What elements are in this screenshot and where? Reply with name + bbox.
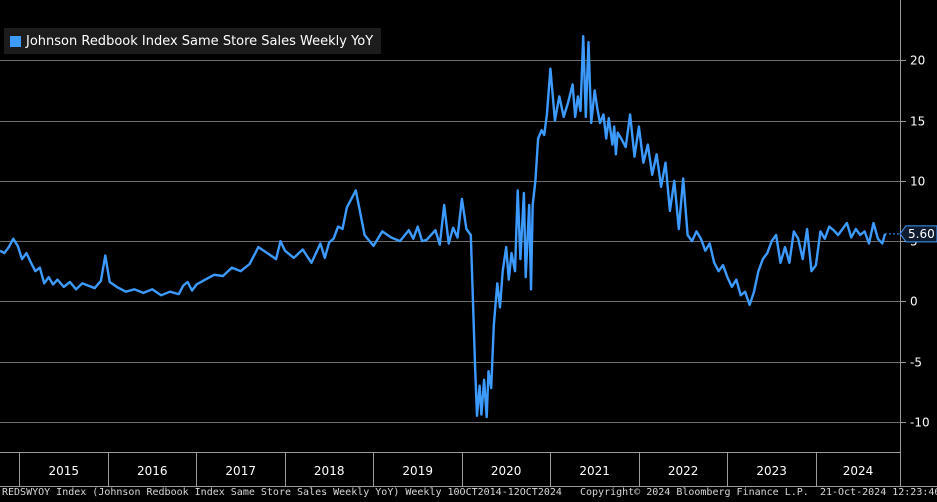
footer-timestamp: 21-Oct-2024 12:23:46 xyxy=(820,487,937,498)
footer-copyright: Copyright© 2024 Bloomberg Finance L.P. xyxy=(580,487,809,498)
x-tick-label: 2021 xyxy=(579,464,610,478)
x-tick-label: 2016 xyxy=(137,464,168,478)
y-tick-label: -5 xyxy=(910,356,922,370)
y-tick-label: 15 xyxy=(910,115,925,129)
last-value-marker: 5.60 xyxy=(884,225,937,243)
y-tick-label: 10 xyxy=(910,175,925,189)
x-tick-label: 2018 xyxy=(314,464,345,478)
x-tick-label: 2024 xyxy=(843,464,874,478)
gridlines xyxy=(0,60,900,423)
x-tick-label: 2023 xyxy=(756,464,787,478)
x-tick-label: 2019 xyxy=(402,464,433,478)
x-tick-label: 2017 xyxy=(225,464,256,478)
x-tick-label: 2022 xyxy=(668,464,699,478)
legend-swatch xyxy=(10,35,21,47)
last-value-tag xyxy=(899,225,937,243)
y-tick-label: 20 xyxy=(910,54,925,68)
series-line xyxy=(0,35,887,419)
footer-ticker-description: REDSWYOY Index (Johnson Redbook Index Sa… xyxy=(2,487,562,498)
x-axis: 2015 2016 2017 2018 2019 2020 2021 2022 2023 2024 xyxy=(0,452,937,487)
y-tick-label: 0 xyxy=(910,295,918,309)
legend: Johnson Redbook Index Same Store Sales W… xyxy=(4,28,382,54)
x-tick-label: 2015 xyxy=(48,464,79,478)
y-tick-label: -10 xyxy=(910,416,930,430)
x-tick-label: 2020 xyxy=(491,464,522,478)
last-value-label: 5.60 xyxy=(908,227,935,241)
footer-bar: REDSWYOY Index (Johnson Redbook Index Sa… xyxy=(0,486,937,502)
legend-label: Johnson Redbook Index Same Store Sales W… xyxy=(26,33,374,49)
